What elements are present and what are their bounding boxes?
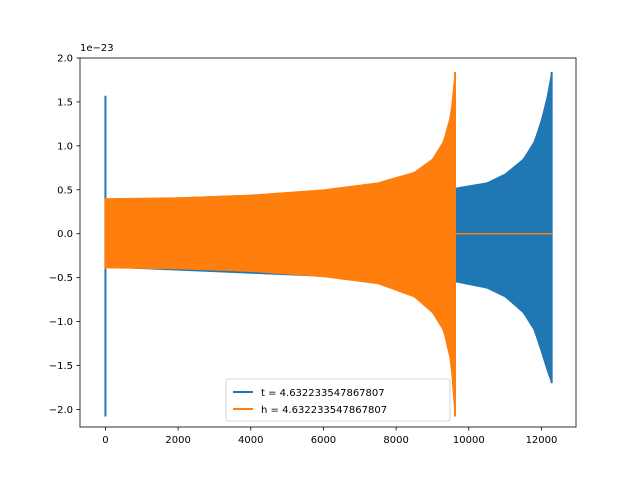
x-tick-label: 12000 [526, 435, 558, 446]
legend: t = 4.632233547867807 h = 4.6322335478678… [225, 378, 451, 422]
x-tick-label: 6000 [311, 435, 336, 446]
x-tick-label: 4000 [238, 435, 263, 446]
x-tick-label: 8000 [383, 435, 408, 446]
y-tick-label: 1.5 [57, 97, 73, 108]
y-tick-label: 0.5 [57, 185, 73, 196]
y-tick-label: −1.5 [49, 361, 73, 372]
x-tick-label: 0 [102, 435, 108, 446]
x-tick-label: 10000 [453, 435, 485, 446]
legend-label: h = 4.632233547867807 [261, 405, 387, 416]
x-tick-label: 2000 [165, 435, 190, 446]
legend-label: t = 4.632233547867807 [261, 388, 385, 399]
y-offset-label: 1e−23 [80, 43, 114, 54]
y-tick-label: 1.0 [57, 141, 73, 152]
axes-frame [79, 57, 577, 428]
y-tick-label: −0.5 [49, 273, 73, 284]
legend-box [225, 378, 451, 422]
y-tick-label: 0.0 [57, 229, 73, 240]
y-tick-label: −1.0 [49, 317, 73, 328]
series-1 [104, 72, 553, 417]
series-envelope [105, 72, 456, 417]
y-tick-label: −2.0 [49, 405, 73, 416]
plot-area [104, 71, 553, 417]
axes: 0 2000 4000 6000 8000 10000 12000 −2.0 −1.5 −1.0 −… [49, 54, 577, 446]
y-tick-label: 2.0 [57, 54, 73, 65]
